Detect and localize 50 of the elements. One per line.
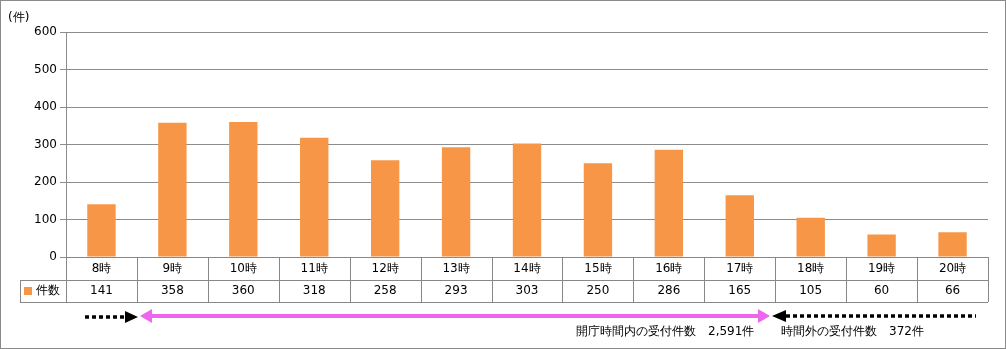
bar [370, 160, 400, 257]
y-tick-label: 0 [49, 249, 57, 264]
x-tick-label: 9時 [162, 260, 183, 275]
y-tick-label: 300 [34, 136, 57, 151]
data-label: 105 [799, 283, 823, 298]
bar [583, 163, 613, 257]
data-label: 293 [444, 283, 468, 298]
x-tick-label: 11時 [300, 260, 328, 275]
bar [654, 149, 684, 257]
legend-label: 件数 [36, 283, 60, 298]
data-label: 303 [515, 283, 539, 298]
bar [229, 122, 258, 257]
bar [158, 122, 187, 257]
x-tick-label: 13時 [442, 260, 470, 275]
x-tick-label: 18時 [797, 260, 825, 275]
y-tick-label: 100 [34, 211, 57, 226]
y-tick-label: 200 [34, 174, 57, 189]
x-tick-label: 17時 [726, 260, 754, 275]
y-tick-label: 600 [34, 24, 57, 39]
x-tick-label: 16時 [655, 260, 683, 275]
data-label: 318 [302, 283, 326, 298]
y-axis-title: (件) [8, 10, 30, 25]
x-tick-label: 20時 [938, 260, 967, 275]
bar [87, 204, 116, 257]
x-tick-label: 8時 [91, 260, 112, 275]
x-tick-label: 15時 [584, 260, 612, 275]
data-label: 66 [944, 283, 961, 298]
bar [725, 195, 754, 257]
data-label: 250 [586, 283, 610, 298]
x-tick-label: 10時 [229, 260, 257, 275]
x-tick-label: 14時 [513, 260, 541, 275]
data-label: 165 [728, 283, 752, 298]
bar [938, 232, 967, 257]
text: 開庁時間内の受付件数 2,591件 [576, 323, 755, 340]
bar [796, 217, 825, 257]
text: 時間外の受付件数 372件 [781, 323, 924, 340]
data-label: 141 [90, 283, 113, 298]
bar [867, 234, 896, 257]
data-label: 360 [231, 283, 255, 298]
bar [512, 143, 542, 257]
data-label: 358 [160, 283, 184, 298]
data-label: 258 [373, 283, 397, 298]
y-tick-label: 400 [34, 99, 57, 114]
x-tick-label: 12時 [371, 260, 399, 275]
bar [441, 147, 471, 257]
data-label: 286 [657, 283, 681, 298]
data-label: 60 [873, 283, 890, 298]
x-tick-label: 19時 [867, 260, 896, 275]
bar [300, 137, 329, 257]
y-tick-label: 500 [34, 61, 57, 76]
